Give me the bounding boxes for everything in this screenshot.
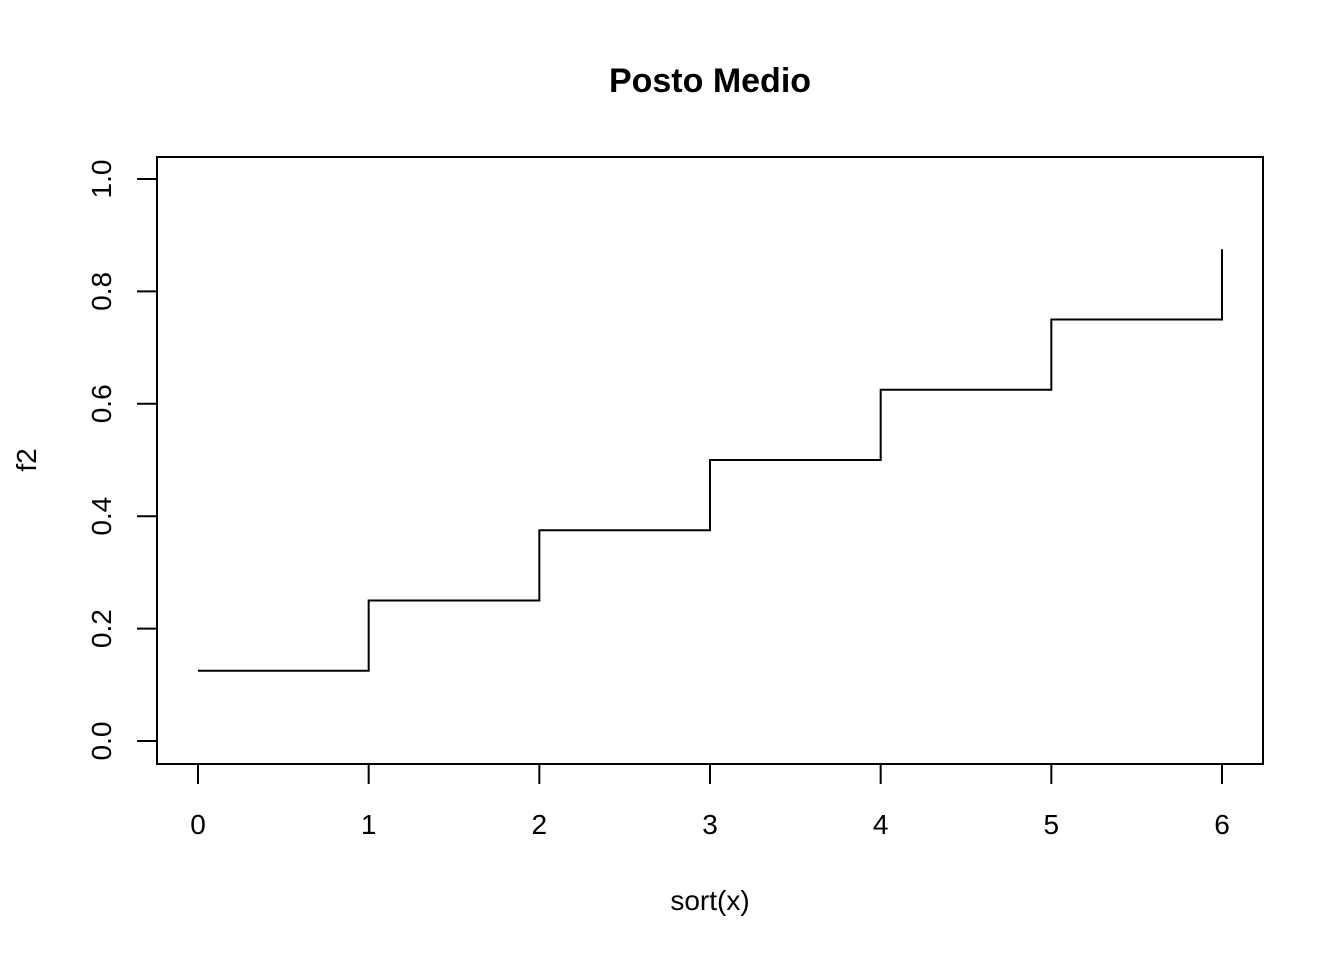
y-tick-label: 0.0 [86,722,117,761]
y-tick-label: 1.0 [86,160,117,199]
y-axis-label: f2 [11,448,42,471]
x-axis: 0 1 2 3 4 5 6 [190,763,1230,840]
x-tick-label: 3 [702,809,718,840]
x-tick-label: 2 [532,809,548,840]
y-axis: 0.0 0.2 0.4 0.6 0.8 1.0 [86,160,158,761]
x-tick-label: 0 [190,809,206,840]
y-tick-label: 0.2 [86,609,117,648]
series-layer [198,249,1223,672]
y-tick-label: 0.6 [86,384,117,423]
x-tick-label: 5 [1044,809,1060,840]
x-tick-label: 4 [873,809,889,840]
y-tick-label: 0.8 [86,272,117,311]
chart-title: Posto Medio [609,62,811,100]
step-series-line [198,249,1223,672]
x-axis-label: sort(x) [670,885,749,916]
x-tick-label: 6 [1214,809,1230,840]
x-tick-label: 1 [361,809,377,840]
y-tick-label: 0.4 [86,497,117,536]
